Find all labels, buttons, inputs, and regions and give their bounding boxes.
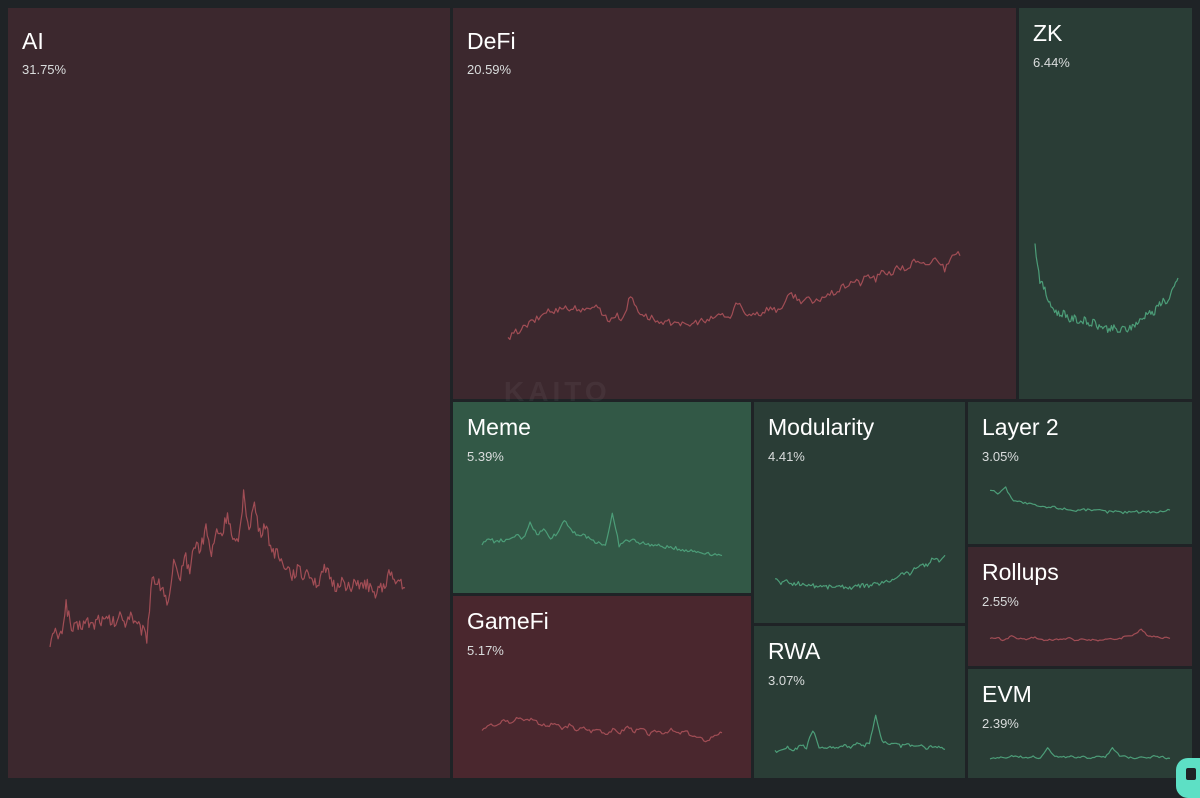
sector-share: 2.39% [982,716,1019,731]
chat-icon [1186,768,1196,780]
sector-share: 2.55% [982,594,1019,609]
sector-name: Layer 2 [982,414,1059,440]
sector-share: 5.39% [467,449,504,464]
sparkline-path [774,714,946,753]
tile-defi[interactable]: DeFi 20.59% [451,6,1018,401]
sector-name: AI [22,28,44,54]
sector-name: DeFi [467,28,516,54]
sparkline-ai [49,489,406,648]
tile-modularity[interactable]: Modularity 4.41% [752,400,967,625]
chat-widget-button[interactable] [1176,758,1200,798]
tile-meme[interactable]: Meme 5.39% [451,400,753,595]
tile-rollups[interactable]: Rollups 2.55% [966,545,1194,668]
sparkline-path [989,486,1171,515]
tile-layer-2[interactable]: Layer 2 3.05% [966,400,1194,546]
sector-name: ZK [1033,20,1063,46]
sector-name: GameFi [467,608,549,634]
sparkline-path [989,747,1171,760]
sparkline-modularity [775,554,946,590]
sparkline-gamefi [481,716,723,743]
sector-share: 4.41% [768,449,805,464]
sparkline-path [49,489,406,648]
tile-evm[interactable]: EVM 2.39% [966,667,1194,780]
tile-gamefi[interactable]: GameFi 5.17% [451,594,753,780]
sparkline-path [481,512,723,557]
sector-share: 20.59% [467,62,512,77]
sector-name: RWA [768,638,821,664]
sector-name: Rollups [982,559,1059,585]
sparkline-rollups [989,628,1171,642]
sector-name: Meme [467,414,531,440]
tile-ai[interactable]: AI 31.75% [6,6,452,780]
sector-name: EVM [982,681,1032,707]
sector-share: 5.17% [467,643,504,658]
sparkline-meme [481,512,723,557]
sector-share: 31.75% [22,62,67,77]
sector-share: 3.05% [982,449,1019,464]
tile-zk[interactable]: ZK 6.44% [1017,6,1194,401]
sector-share: 6.44% [1033,55,1070,70]
sector-name: Modularity [768,414,875,440]
sparkline-evm [989,747,1171,760]
sparkline-defi [507,251,961,340]
sparkline-path [1034,243,1179,333]
sparkline-layer-2 [989,486,1171,515]
sector-share: 3.07% [768,673,805,688]
sparkline-rwa [774,714,946,753]
sparkline-path [507,251,961,340]
tile-rwa[interactable]: RWA 3.07% [752,624,967,780]
sparkline-path [481,716,723,743]
sparkline-path [775,554,946,590]
sparkline-zk [1034,243,1179,333]
sparkline-path [989,628,1171,642]
